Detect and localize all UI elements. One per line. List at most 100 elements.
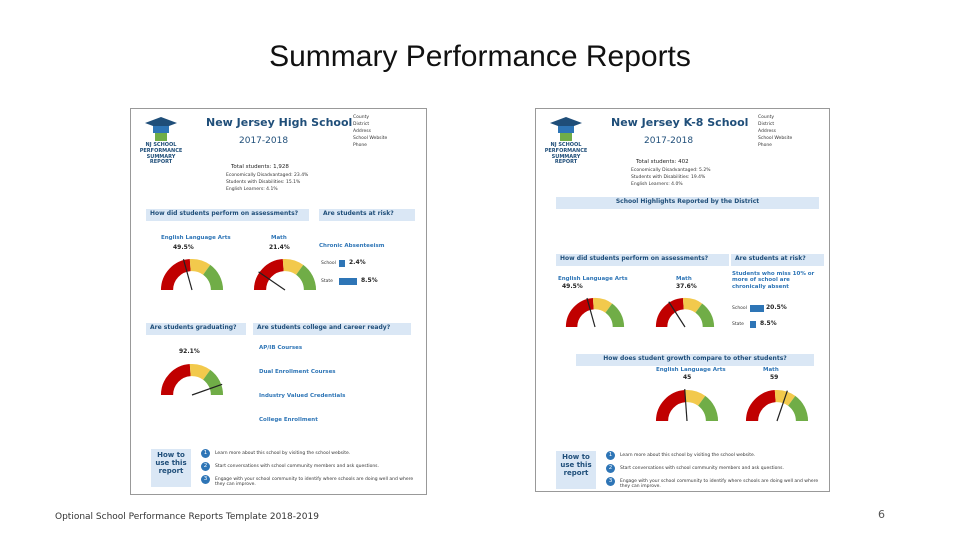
risk-bar: [339, 260, 345, 267]
section-bar: How did students perform on assessments?: [556, 254, 729, 266]
section-bar: School Highlights Reported by the Distri…: [556, 197, 819, 209]
gauge-band: [253, 259, 285, 291]
page-number: 6: [878, 508, 885, 521]
stat: Total students: 402: [636, 159, 689, 165]
risk-title: Chronic Absenteeism: [319, 243, 385, 249]
risk-bar: [339, 278, 357, 285]
gauge-needle: [684, 389, 688, 422]
gauge-value: 49.5%: [173, 244, 194, 251]
school-year: 2017-2018: [239, 136, 289, 146]
graduation-value: 92.1%: [179, 348, 200, 355]
section-bar: Are students graduating?: [146, 323, 246, 335]
gauge-band: [682, 297, 703, 313]
readiness-item: College Enrollment: [259, 417, 318, 423]
readiness-item: Dual Enrollment Courses: [259, 369, 336, 375]
step-number: 3: [606, 477, 615, 486]
readiness-item: AP/IB Courses: [259, 345, 303, 351]
how-to: How to use this report: [151, 449, 191, 487]
risk-bar: [750, 305, 764, 312]
gauge-needle: [182, 259, 193, 291]
section-bar: Are students college and career ready?: [253, 323, 411, 335]
footer: Optional School Performance Reports Temp…: [55, 512, 319, 522]
step-text: Learn more about this school by visiting…: [620, 453, 756, 458]
stat: Students with Disabilities: 15.1%: [226, 180, 301, 185]
gauge-needle: [258, 271, 286, 291]
contact-line: Address: [758, 129, 776, 134]
gauge-band: [160, 364, 192, 396]
report-high-school: NJ SCHOOL PERFORMANCE SUMMARY REPORT New …: [130, 108, 427, 495]
logo-text: NJ SCHOOL PERFORMANCE SUMMARY REPORT: [139, 142, 183, 166]
contact-line: District: [353, 122, 370, 127]
gauge-needle: [586, 297, 596, 328]
gauge-band: [745, 390, 777, 422]
stat: Students with Disabilities: 19.4%: [631, 175, 706, 180]
gauge-band: [787, 395, 809, 422]
gauge: [160, 364, 224, 396]
section-bar: How did students perform on assessments?: [146, 209, 309, 221]
stat: Total students: 1,928: [231, 164, 289, 170]
step-text: Start conversations with school communit…: [215, 464, 379, 469]
school-name: New Jersey High School: [206, 116, 353, 129]
school-year: 2017-2018: [644, 136, 694, 146]
gauge-band: [655, 297, 685, 328]
step-number: 3: [201, 475, 210, 484]
risk-value: 8.5%: [361, 277, 378, 284]
risk-value: 2.4%: [349, 259, 366, 266]
gauge-band: [605, 303, 625, 328]
logo-icon: [145, 117, 177, 141]
subject: Math: [676, 276, 692, 282]
risk-label: State: [732, 322, 744, 327]
gauge-band: [695, 303, 715, 328]
growth-value: 45: [683, 374, 692, 381]
gauge-needle: [776, 390, 788, 422]
stat: Economically Disadvantaged: 5.2%: [631, 168, 711, 173]
gauge: [655, 389, 719, 422]
gauge: [253, 259, 317, 291]
risk-bar: [750, 321, 756, 328]
gauge-band: [592, 297, 613, 313]
report-k8-school: NJ SCHOOL PERFORMANCE SUMMARY REPORT New …: [535, 108, 830, 492]
risk-title: Students who miss 10% or more of school …: [732, 271, 815, 290]
gauge-band: [655, 390, 687, 422]
readiness-item: Industry Valued Credentials: [259, 393, 346, 399]
school-name: New Jersey K-8 School: [611, 116, 749, 129]
gauge-band: [565, 297, 595, 328]
section-bar: How does student growth compare to other…: [576, 354, 814, 366]
gauge-value: 21.4%: [269, 244, 290, 251]
growth-value: 59: [770, 374, 779, 381]
section-bar: Are students at risk?: [731, 254, 824, 266]
subject: English Language Arts: [161, 235, 231, 241]
subject: Math: [763, 367, 779, 373]
step-text: Learn more about this school by visiting…: [215, 451, 351, 456]
risk-value: 20.5%: [766, 304, 787, 311]
gauge-band: [684, 390, 706, 406]
gauge: [745, 390, 809, 422]
gauge-band: [774, 390, 796, 406]
gauge-needle: [191, 383, 223, 396]
subject: English Language Arts: [656, 367, 726, 373]
logo-text: NJ SCHOOL PERFORMANCE SUMMARY REPORT: [544, 142, 588, 166]
gauge-band: [282, 259, 304, 275]
logo-icon: [550, 117, 582, 141]
subject: English Language Arts: [558, 276, 628, 282]
step-number: 2: [606, 464, 615, 473]
stat: English Learners: 4.1%: [226, 187, 278, 192]
gauge-band: [202, 369, 224, 396]
subject: Math: [271, 235, 287, 241]
contact-line: District: [758, 122, 775, 127]
step-text: Start conversations with school communit…: [620, 466, 784, 471]
stat: English Learners: 4.0%: [631, 182, 683, 187]
contact-line: School Website: [353, 136, 388, 141]
gauge-band: [160, 259, 192, 291]
step-text: Engage with your school community to ide…: [215, 477, 414, 488]
step-number: 1: [201, 449, 210, 458]
step-text: Engage with your school community to ide…: [620, 479, 819, 490]
contact-line: School Website: [758, 136, 793, 141]
contact-line: Address: [353, 129, 371, 134]
gauge-band: [202, 264, 224, 291]
section-bar: Are students at risk?: [319, 209, 415, 221]
risk-value: 8.5%: [760, 320, 777, 327]
risk-label: School: [321, 261, 336, 266]
gauge-band: [295, 264, 317, 291]
